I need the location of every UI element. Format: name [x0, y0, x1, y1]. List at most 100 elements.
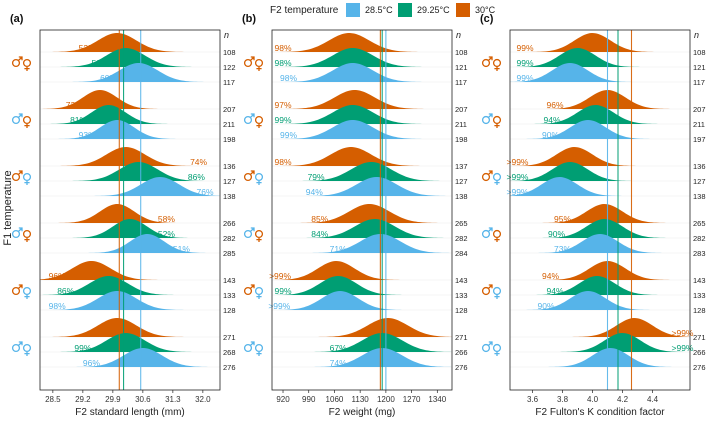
- male-icon: [11, 227, 23, 238]
- density-ridge: [510, 219, 690, 238]
- probability-label: >99%: [268, 301, 290, 311]
- x-tick-label: 920: [276, 395, 290, 404]
- sample-size: 271: [455, 333, 468, 342]
- sample-size: 143: [693, 276, 706, 285]
- legend-swatch-28-5: [346, 3, 360, 17]
- probability-label: 99%: [280, 130, 297, 140]
- female-icon: [492, 59, 502, 71]
- female-icon: [22, 230, 32, 242]
- sample-size: 127: [693, 177, 706, 186]
- sample-size: 283: [693, 249, 706, 258]
- plot-area: 52% 53% 60% 73% 81% 93% 74% 86% 76% 58% 52% 51% 96% 8…: [40, 30, 220, 390]
- female-icon: [254, 287, 264, 299]
- density-ridge: [40, 90, 220, 109]
- sample-size: 207: [693, 105, 706, 114]
- plot-area: 98% 98% 98% 97% 99% 99% 98% 79% 94% 85% 84%71% >99%…: [268, 30, 452, 390]
- density-ridge: [40, 261, 220, 280]
- density-ridge: [510, 177, 690, 196]
- sample-size: 282: [693, 234, 706, 243]
- density-ridge: [40, 234, 220, 253]
- male-icon: [481, 341, 493, 352]
- male-icon: [481, 56, 493, 67]
- legend-swatch-29-25: [398, 3, 412, 17]
- density-ridge: [40, 204, 220, 223]
- female-icon: [22, 116, 32, 128]
- sample-size: 133: [693, 291, 706, 300]
- sample-size: 143: [223, 276, 236, 285]
- x-tick-label: 32.0: [195, 395, 211, 404]
- probability-label: >99%: [507, 172, 529, 182]
- sample-size: 128: [455, 306, 468, 315]
- density-ridge: [272, 177, 452, 196]
- parent-symbols: [11, 284, 32, 299]
- probability-label: 74%: [190, 157, 207, 167]
- sample-size: 276: [223, 363, 236, 372]
- panel-frame: [39, 29, 221, 391]
- male-icon: [481, 227, 493, 238]
- density-ridge: [510, 348, 690, 367]
- x-tick-label: 4.2: [617, 395, 629, 404]
- female-icon: [254, 230, 264, 242]
- sample-size: 108: [223, 48, 236, 57]
- sample-size: 138: [223, 192, 236, 201]
- probability-label: 99%: [275, 286, 292, 296]
- female-icon: [254, 173, 264, 185]
- parent-symbols: [11, 56, 32, 71]
- sample-size: 121: [693, 63, 706, 72]
- sample-size: 121: [455, 63, 468, 72]
- sample-size: 265: [693, 219, 706, 228]
- probability-label: 90%: [542, 130, 559, 140]
- parent-symbols: [243, 341, 264, 356]
- sample-size: 138: [455, 192, 468, 201]
- sample-size: 138: [693, 192, 706, 201]
- x-tick-label: 4.4: [647, 395, 659, 404]
- sample-size: 282: [455, 234, 468, 243]
- male-icon: [11, 170, 23, 181]
- female-icon: [492, 287, 502, 299]
- density-ridge: [272, 261, 452, 280]
- panel-a: (a) n 52% 53% 60% 73% 81% 93% 74% 86% 76% 58% 52% 51%…: [10, 13, 236, 418]
- sample-size: 128: [223, 306, 236, 315]
- density-ridge: [272, 291, 452, 310]
- density-ridge: [510, 276, 690, 295]
- density-ridge: [510, 147, 690, 166]
- parent-symbols: [11, 113, 32, 128]
- sample-size: 197: [693, 135, 706, 144]
- density-ridge: [510, 63, 690, 82]
- density-ridge: [40, 147, 220, 166]
- parent-symbols: [11, 170, 32, 185]
- legend-label-28-5: 28.5°C: [365, 5, 393, 15]
- sample-size: 266: [455, 348, 468, 357]
- x-tick-label: 29.9: [105, 395, 121, 404]
- x-tick-label: 1130: [352, 395, 370, 404]
- panel-label: (a): [10, 13, 24, 25]
- density-ridge: [510, 105, 690, 124]
- x-axis-title: F2 weight (mg): [329, 407, 396, 418]
- female-icon: [22, 173, 32, 185]
- probability-label: 51%: [173, 244, 190, 254]
- male-icon: [243, 56, 255, 67]
- probability-label: >99%: [507, 157, 529, 167]
- probability-label: 98%: [275, 58, 292, 68]
- male-icon: [11, 113, 23, 124]
- probability-label: 58%: [158, 214, 175, 224]
- female-icon: [254, 116, 264, 128]
- probability-label: 96%: [546, 100, 563, 110]
- density-ridge: [510, 33, 690, 52]
- n-header: n: [456, 30, 461, 40]
- density-ridge: [40, 318, 220, 337]
- sample-size: 143: [455, 276, 468, 285]
- sample-size: 211: [693, 120, 705, 129]
- density-ridge: [40, 348, 220, 367]
- probability-label: 84%: [311, 229, 328, 239]
- density-ridge: [272, 234, 452, 253]
- density-ridge: [272, 276, 452, 295]
- x-tick-label: 1270: [403, 395, 421, 404]
- male-icon: [243, 227, 255, 238]
- sample-size: 266: [223, 219, 236, 228]
- density-ridge: [40, 63, 220, 82]
- probability-label: 90%: [548, 229, 565, 239]
- probability-label: 94%: [306, 187, 323, 197]
- parent-symbols: [11, 341, 32, 356]
- male-icon: [243, 113, 255, 124]
